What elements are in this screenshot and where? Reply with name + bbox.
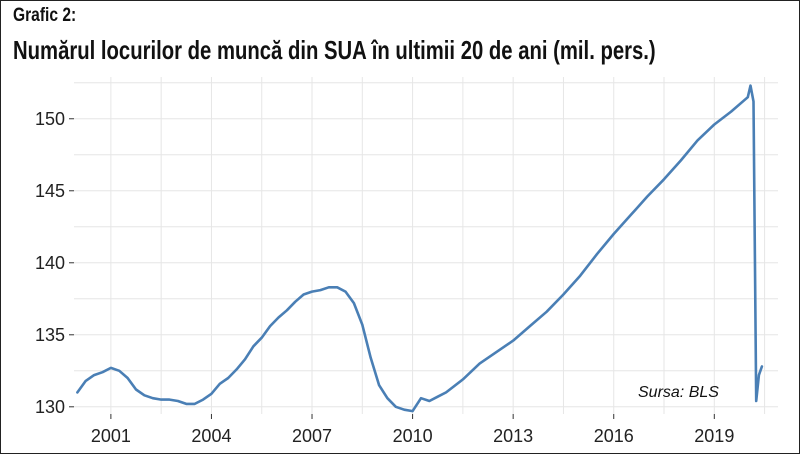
x-tick-label: 2019 — [694, 426, 734, 446]
x-tick-label: 2004 — [191, 426, 231, 446]
y-tick-label: 140 — [35, 253, 65, 273]
chart-label: Grafic 2: — [13, 5, 77, 26]
gridlines — [74, 77, 778, 414]
x-tick-label: 2016 — [594, 426, 634, 446]
x-tick-label: 2013 — [493, 426, 533, 446]
x-tick-label: 2007 — [292, 426, 332, 446]
x-tick-label: 2010 — [393, 426, 433, 446]
y-tick-label: 145 — [35, 181, 65, 201]
series-line — [76, 84, 764, 413]
source-label: Sursa: BLS — [638, 384, 719, 401]
plot-area — [74, 77, 778, 414]
y-tick-label: 150 — [35, 109, 65, 129]
y-axis-ticks: 130 135 140 145 150 — [35, 109, 74, 417]
x-axis-ticks: 2001 2004 2007 2010 2013 2016 2019 — [91, 414, 734, 446]
y-tick-label: 130 — [35, 397, 65, 417]
x-tick-label: 2001 — [91, 426, 131, 446]
chart-title: Numărul locurilor de muncă din SUA în ul… — [13, 35, 656, 65]
y-tick-label: 135 — [35, 325, 65, 345]
